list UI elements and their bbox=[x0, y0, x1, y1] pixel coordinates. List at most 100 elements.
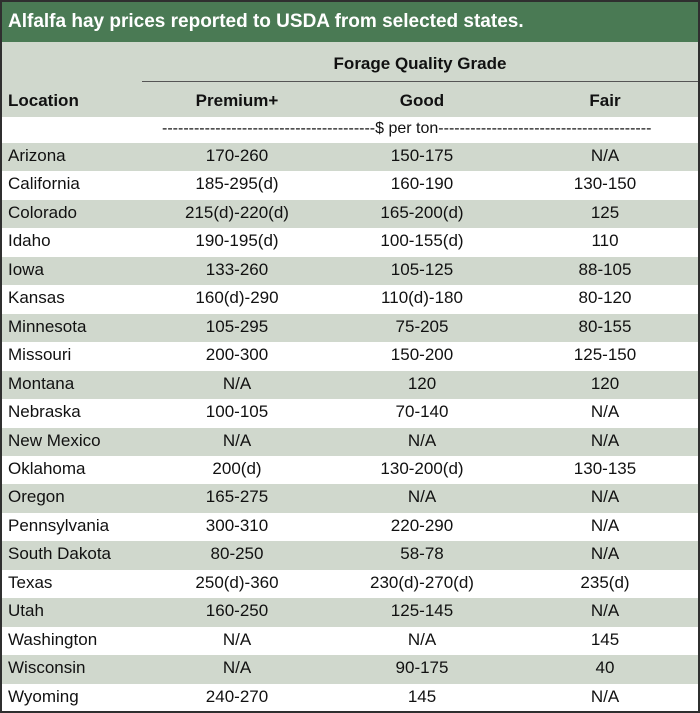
cell-location: Minnesota bbox=[8, 316, 87, 336]
cell-location: Oklahoma bbox=[8, 458, 86, 478]
cell-good: N/A bbox=[407, 487, 437, 507]
cell-good: 105-125 bbox=[390, 259, 454, 279]
table-row: Oregon 165-275 N/A N/A bbox=[2, 484, 698, 513]
column-header-location: Location bbox=[8, 91, 79, 110]
table-row: Colorado 215(d)-220(d) 165-200(d) 125 bbox=[2, 199, 698, 229]
cell-good: 110(d)-180 bbox=[381, 288, 463, 308]
cell-fair: 40 bbox=[595, 658, 615, 678]
cell-premium: 170-260 bbox=[205, 146, 269, 165]
cell-location: California bbox=[8, 174, 80, 194]
cell-premium: 160(d)-290 bbox=[195, 288, 279, 308]
cell-good: 120 bbox=[407, 373, 437, 393]
cell-premium: 105-295 bbox=[205, 316, 269, 336]
cell-location: Texas bbox=[8, 572, 53, 592]
cell-location: Nebraska bbox=[8, 402, 81, 422]
cell-location: Montana bbox=[8, 373, 75, 393]
cell-premium: 165-275 bbox=[205, 487, 269, 507]
table-row: Wyoming 240-270 145 N/A bbox=[2, 684, 698, 712]
cell-premium: 160-250 bbox=[205, 601, 269, 621]
column-header-good: Good bbox=[399, 91, 445, 110]
cell-fair: 110 bbox=[591, 231, 619, 251]
cell-location: Colorado bbox=[8, 202, 77, 222]
table-row: Utah 160-250 125-145 N/A bbox=[2, 598, 698, 627]
cell-premium: 240-270 bbox=[205, 686, 269, 706]
cell-good: 165-200(d) bbox=[380, 202, 464, 222]
cell-good: 130-200(d) bbox=[380, 458, 464, 478]
cell-location: Wisconsin bbox=[8, 658, 86, 678]
cell-fair: N/A bbox=[590, 402, 620, 422]
cell-premium: 80-250 bbox=[210, 544, 264, 564]
cell-location: Pennsylvania bbox=[8, 515, 110, 535]
cell-premium: 185-295(d) bbox=[195, 174, 279, 194]
cell-good: N/A bbox=[407, 430, 437, 450]
cell-fair: N/A bbox=[590, 430, 620, 450]
cell-premium: 200-300 bbox=[205, 345, 269, 365]
table-row: Kansas 160(d)-290 110(d)-180 80-120 bbox=[2, 285, 698, 313]
cell-good: 150-175 bbox=[390, 146, 454, 165]
cell-fair: 80-155 bbox=[578, 316, 632, 336]
table-row: Nebraska 100-105 70-140 N/A bbox=[2, 399, 698, 427]
cell-fair: 130-135 bbox=[573, 458, 637, 478]
table-row: New Mexico N/A N/A N/A bbox=[2, 427, 698, 456]
table-header: Forage Quality Grade Location Premium+ G… bbox=[2, 42, 698, 117]
table-row: California 185-295(d) 160-190 130-150 bbox=[2, 171, 698, 199]
table-title: Alfalfa hay prices reported to USDA from… bbox=[2, 2, 698, 42]
cell-good: 125-145 bbox=[390, 601, 454, 621]
table-row: Missouri 200-300 150-200 125-150 bbox=[2, 342, 698, 370]
cell-good: 220-290 bbox=[390, 515, 454, 535]
cell-fair: N/A bbox=[590, 146, 620, 165]
cell-premium: 300-310 bbox=[205, 515, 269, 535]
cell-fair: 88-105 bbox=[578, 259, 632, 279]
table-row: Washington N/A N/A 145 bbox=[2, 627, 698, 655]
table-row: Texas 250(d)-360 230(d)-270(d) 235(d) bbox=[2, 570, 698, 598]
cell-fair: N/A bbox=[590, 601, 620, 621]
cell-fair: 125 bbox=[590, 202, 620, 222]
cell-fair: N/A bbox=[590, 515, 620, 535]
cell-premium: 133-260 bbox=[205, 259, 269, 279]
units-row: ----------------------------------------… bbox=[2, 117, 698, 143]
table-row: Idaho 190-195(d) 100-155(d) 110 bbox=[2, 228, 698, 256]
cell-fair: 125-150 bbox=[573, 345, 637, 365]
cell-location: Kansas bbox=[8, 288, 65, 308]
cell-good: N/A bbox=[407, 629, 437, 649]
cell-good: 100-155(d) bbox=[380, 231, 464, 251]
grade-group-rule bbox=[142, 81, 698, 82]
table-row: South Dakota 80-250 58-78 N/A bbox=[2, 541, 698, 570]
cell-location: South Dakota bbox=[8, 544, 112, 564]
cell-fair: N/A bbox=[590, 487, 620, 507]
cell-location: Wyoming bbox=[8, 686, 79, 706]
cell-premium: N/A bbox=[222, 373, 252, 393]
cell-fair: N/A bbox=[590, 544, 620, 564]
cell-premium: 100-105 bbox=[205, 402, 269, 422]
table-row: Montana N/A 120 120 bbox=[2, 370, 698, 400]
cell-good: 58-78 bbox=[400, 544, 444, 564]
cell-location: Washington bbox=[8, 629, 98, 649]
table-row: Arizona 170-260 150-175 N/A bbox=[2, 143, 698, 172]
cell-premium: N/A bbox=[222, 658, 252, 678]
units-label: ----------------------------------------… bbox=[162, 120, 652, 137]
cell-premium: 215(d)-220(d) bbox=[185, 202, 289, 222]
cell-fair: 120 bbox=[590, 373, 620, 393]
cell-fair: N/A bbox=[590, 686, 620, 706]
cell-good: 70-140 bbox=[395, 402, 449, 422]
cell-premium: N/A bbox=[222, 629, 252, 649]
cell-good: 160-190 bbox=[390, 174, 454, 194]
cell-location: Utah bbox=[8, 601, 44, 621]
table-row: Minnesota 105-295 75-205 80-155 bbox=[2, 313, 698, 343]
table-row: Iowa 133-260 105-125 88-105 bbox=[2, 256, 698, 286]
cell-good: 230(d)-270(d) bbox=[370, 572, 474, 592]
cell-fair: 80-120 bbox=[578, 288, 632, 308]
cell-good: 145 bbox=[407, 686, 437, 706]
cell-location: Missouri bbox=[8, 345, 72, 365]
cell-location: Oregon bbox=[8, 487, 65, 507]
cell-location: Idaho bbox=[8, 231, 51, 251]
cell-premium: 250(d)-360 bbox=[195, 572, 279, 592]
cell-location: Iowa bbox=[8, 259, 44, 279]
cell-location: Arizona bbox=[8, 146, 66, 165]
cell-good: 75-205 bbox=[395, 316, 449, 336]
cell-premium: 190-195(d) bbox=[195, 231, 279, 251]
table-row: Wisconsin N/A 90-175 40 bbox=[2, 655, 698, 684]
cell-fair: 235(d) bbox=[580, 572, 630, 592]
column-header-fair: Fair bbox=[589, 91, 621, 110]
